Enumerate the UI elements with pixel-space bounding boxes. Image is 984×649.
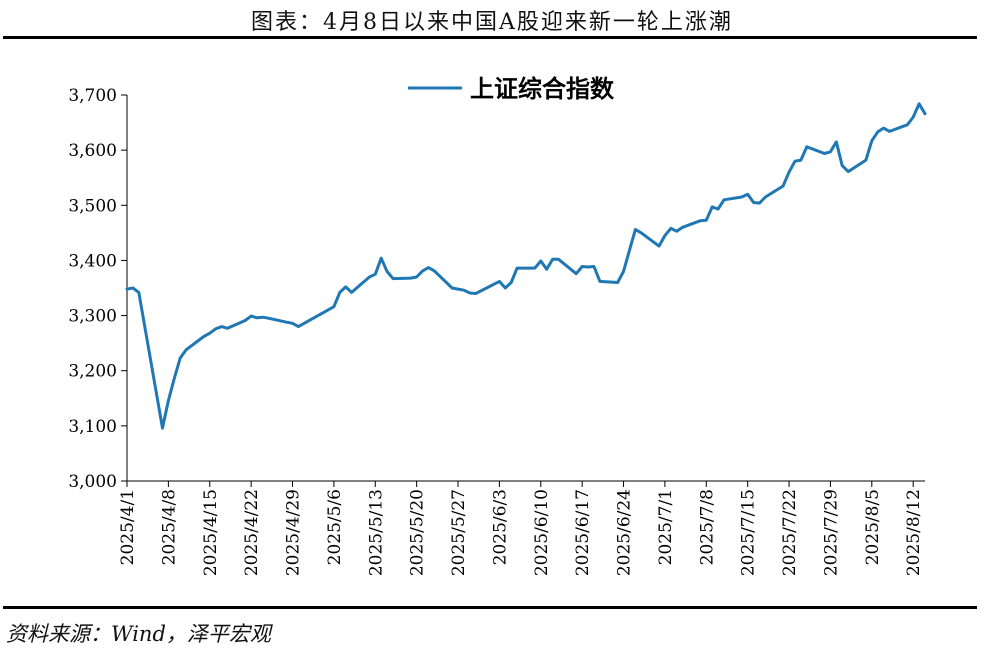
x-tick-label: 2025/4/1 [118, 489, 138, 565]
y-tick-label: 3,000 [68, 472, 117, 492]
x-tick-label: 2025/4/15 [201, 489, 221, 576]
y-tick-label: 3,400 [68, 251, 117, 271]
y-tick-label: 3,100 [68, 417, 117, 437]
legend-label: 上证综合指数 [470, 75, 615, 103]
x-tick-label: 2025/6/10 [532, 489, 552, 576]
x-tick-label: 2025/6/17 [573, 489, 593, 576]
x-tick-label: 2025/4/29 [284, 489, 304, 576]
x-tick-label: 2025/6/3 [490, 489, 510, 565]
x-tick-label: 2025/8/12 [904, 489, 924, 576]
y-tick-label: 3,300 [68, 307, 117, 327]
y-tick-label: 3,500 [68, 196, 117, 216]
top-rule [3, 36, 977, 39]
x-tick-label: 2025/5/13 [366, 489, 386, 576]
y-axis-ticks: 3,000 3,100 3,200 3,300 3,400 3,500 3,600 3,700 [68, 86, 127, 492]
x-tick-label: 2025/7/22 [780, 489, 800, 576]
x-tick-label: 2025/7/29 [821, 489, 841, 576]
legend: 上证综合指数 [408, 75, 615, 103]
x-tick-label: 2025/4/8 [159, 489, 179, 565]
x-tick-label: 2025/5/27 [449, 489, 469, 576]
x-tick-label: 2025/5/20 [408, 489, 428, 576]
x-tick-label: 2025/8/5 [863, 489, 883, 565]
series-layer [125, 102, 927, 430]
x-tick-label: 2025/5/6 [325, 489, 345, 565]
series-line [125, 102, 927, 430]
x-tick-label: 2025/7/15 [739, 489, 759, 576]
y-tick-label: 3,700 [68, 86, 117, 106]
x-tick-label: 2025/4/22 [242, 489, 262, 576]
y-tick-label: 3,600 [68, 141, 117, 161]
y-tick-label: 3,200 [68, 362, 117, 382]
x-axis-ticks: 2025/4/1 2025/4/8 2025/4/15 2025/4/22 2025/4… [118, 481, 924, 576]
source-note: 资料来源：Wind，泽平宏观 [6, 622, 271, 646]
bottom-rule [3, 606, 977, 609]
chart-title: 图表：4月8日以来中国A股迎来新一轮上涨潮 [251, 10, 733, 35]
x-tick-label: 2025/7/8 [697, 489, 717, 565]
x-tick-label: 2025/6/24 [615, 489, 635, 576]
x-tick-label: 2025/7/1 [656, 489, 676, 565]
